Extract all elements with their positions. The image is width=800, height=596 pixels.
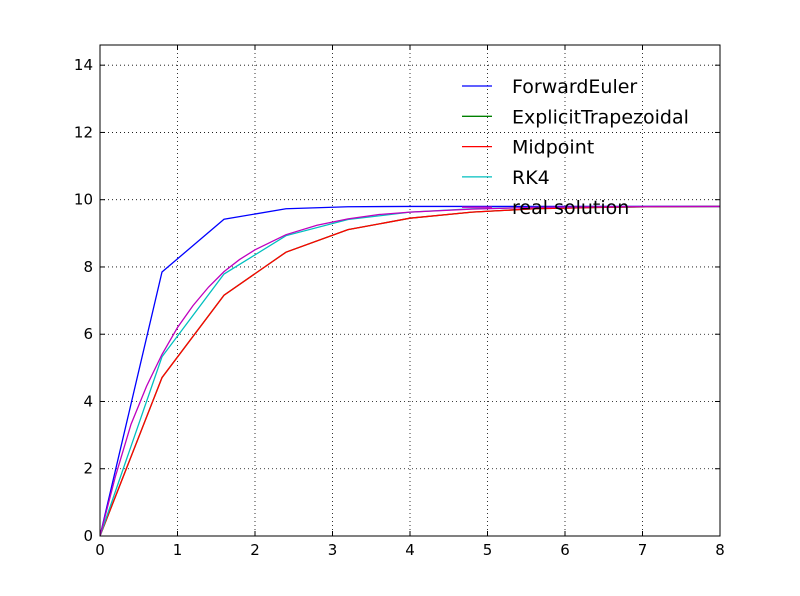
x-tick-label: 7	[638, 541, 648, 559]
y-tick-label: 10	[74, 191, 93, 209]
legend-label-real-solution: real solution	[512, 197, 629, 219]
legend: ForwardEuler ExplicitTrapezoidal Midpoint R…	[462, 76, 689, 219]
y-tick-label: 4	[83, 392, 93, 410]
series-line-real-solution	[100, 205, 720, 536]
y-tick-label: 2	[83, 460, 93, 478]
x-tick-label: 0	[95, 541, 105, 559]
axis-ticks	[99, 45, 721, 537]
y-tick-label: 6	[83, 325, 93, 343]
y-tick-label: 0	[83, 527, 93, 545]
y-tick-label: 12	[74, 123, 93, 141]
legend-label-midpoint: Midpoint	[512, 137, 594, 159]
legend-label-rk4: RK4	[512, 167, 550, 189]
y-tick-label: 8	[83, 258, 93, 276]
x-tick-label: 4	[405, 541, 415, 559]
y-tick-label: 14	[74, 56, 93, 74]
x-tick-label: 1	[173, 541, 183, 559]
x-tick-label: 3	[328, 541, 338, 559]
x-tick-label: 6	[560, 541, 570, 559]
x-tick-label: 5	[483, 541, 493, 559]
legend-label-forwardeuler: ForwardEuler	[512, 76, 637, 98]
x-tick-label: 2	[250, 541, 260, 559]
legend-label-explicittrapezoidal: ExplicitTrapezoidal	[512, 106, 689, 128]
plot-lines	[100, 205, 720, 536]
x-tick-label: 8	[715, 541, 725, 559]
